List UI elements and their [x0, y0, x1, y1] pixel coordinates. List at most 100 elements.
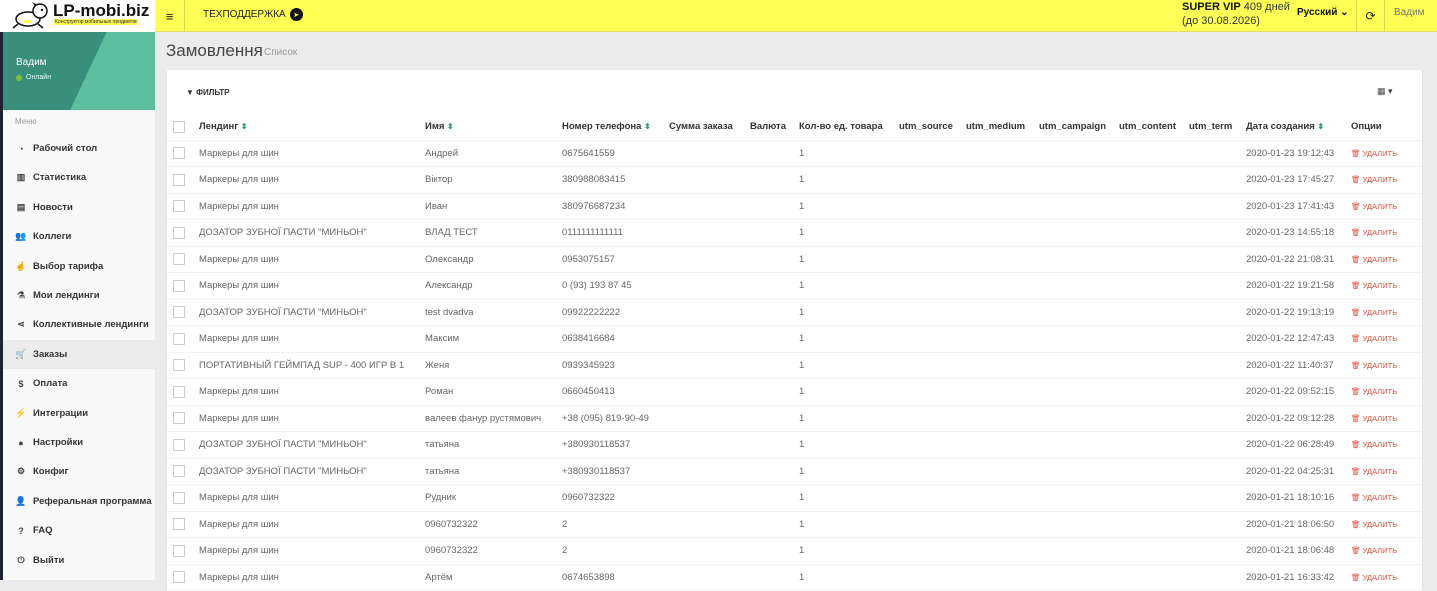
- delete-label: УДАЛИТЬ: [1362, 334, 1398, 344]
- table-cell: [665, 246, 746, 273]
- delete-button[interactable]: 🗑 УДАЛИТЬ: [1351, 281, 1397, 290]
- delete-button[interactable]: 🗑 УДАЛИТЬ: [1351, 440, 1397, 449]
- row-checkbox[interactable]: [173, 226, 185, 239]
- trash-icon: 🗑: [1351, 546, 1361, 556]
- row-checkbox[interactable]: [173, 200, 185, 213]
- sidebar-item[interactable]: ⋖ Коллективные лендинги: [3, 310, 155, 339]
- row-checkbox[interactable]: [173, 359, 185, 372]
- table-cell: [895, 246, 962, 273]
- delete-button[interactable]: 🗑 УДАЛИТЬ: [1351, 255, 1397, 264]
- table-cell: 2020-01-22 19:13:19: [1242, 299, 1347, 326]
- page-title: Замовлення: [166, 41, 263, 60]
- table-cell: [1185, 564, 1242, 591]
- table-cell: 1: [795, 219, 895, 247]
- table-cell: Александр: [421, 272, 558, 300]
- table-cell: [746, 193, 795, 220]
- row-checkbox[interactable]: [173, 385, 185, 398]
- column-header[interactable]: Дата создания ⬍: [1242, 114, 1347, 141]
- row-checkbox[interactable]: [173, 438, 185, 451]
- table-row: ПОРТАТИВНЫЙ ГЕЙМПАД SUP - 400 ИГР В 1 Жен…: [167, 352, 1422, 379]
- options-cell: 🗑 УДАЛИТЬ: [1347, 352, 1422, 379]
- plan-until: (до 30.08.2026): [1182, 15, 1260, 27]
- refresh-icon[interactable]: ⟳: [1356, 0, 1385, 32]
- delete-button[interactable]: 🗑 УДАЛИТЬ: [1351, 414, 1397, 423]
- row-checkbox[interactable]: [173, 518, 185, 531]
- orders-table: Лендинг ⬍ Имя ⬍ Номер телефона ⬍ Сумма зака…: [167, 114, 1422, 591]
- delete-button[interactable]: 🗑 УДАЛИТЬ: [1351, 228, 1397, 237]
- user-menu[interactable]: Вадим: [1394, 7, 1425, 18]
- sidebar-item-label: Мои лендинги: [33, 290, 100, 301]
- row-checkbox[interactable]: [173, 332, 185, 345]
- column-header[interactable]: Лендинг ⬍: [195, 114, 421, 141]
- delete-button[interactable]: 🗑 УДАЛИТЬ: [1351, 573, 1397, 582]
- sidebar-item[interactable]: ? FAQ: [3, 516, 155, 545]
- delete-button[interactable]: 🗑 УДАЛИТЬ: [1351, 361, 1397, 370]
- row-checkbox[interactable]: [173, 544, 185, 557]
- row-checkbox[interactable]: [173, 253, 185, 266]
- plan-info: SUPER VIP 409 дней (до 30.08.2026): [1182, 0, 1290, 28]
- delete-button[interactable]: 🗑 УДАЛИТЬ: [1351, 202, 1397, 211]
- logo[interactable]: LP-mobi.biz Конструктор мобильных лендин…: [0, 0, 155, 32]
- sidebar-item[interactable]: ▥ Статистика: [3, 163, 155, 192]
- row-select-cell: [167, 299, 195, 326]
- support-link[interactable]: ТЕХПОДДЕРЖКА ➤: [203, 8, 303, 21]
- sidebar-item[interactable]: 👤 Реферальная программа: [3, 487, 155, 516]
- sidebar-item[interactable]: ⚙ Конфиг: [3, 457, 155, 486]
- table-cell: 0111111111111: [558, 219, 665, 247]
- sidebar-item[interactable]: 🛒 Заказы: [3, 339, 155, 369]
- row-checkbox[interactable]: [173, 571, 185, 584]
- sidebar-item[interactable]: ⚡ Интеграции: [3, 399, 155, 428]
- trash-icon: 🗑: [1351, 254, 1361, 264]
- delete-button[interactable]: 🗑 УДАЛИТЬ: [1351, 149, 1397, 158]
- table-cell: 380988083415: [558, 166, 665, 194]
- trash-icon: 🗑: [1351, 413, 1361, 423]
- trash-icon: 🗑: [1351, 148, 1361, 158]
- delete-button[interactable]: 🗑 УДАЛИТЬ: [1351, 520, 1397, 529]
- sidebar-item[interactable]: $ Оплата: [3, 369, 155, 398]
- delete-button[interactable]: 🗑 УДАЛИТЬ: [1351, 546, 1397, 555]
- column-selector-button[interactable]: ▦ ▾: [1377, 86, 1393, 97]
- delete-button[interactable]: 🗑 УДАЛИТЬ: [1351, 493, 1397, 502]
- sort-icon[interactable]: ⬍: [1317, 122, 1325, 132]
- table-cell: 1: [795, 484, 895, 512]
- options-cell: 🗑 УДАЛИТЬ: [1347, 564, 1422, 591]
- row-checkbox[interactable]: [173, 465, 185, 478]
- sort-icon[interactable]: ⬍: [447, 122, 454, 132]
- sort-icon[interactable]: ⬍: [644, 122, 651, 132]
- language-dropdown[interactable]: Русский ⌄: [1297, 7, 1349, 18]
- table-cell: [665, 484, 746, 512]
- delete-button[interactable]: 🗑 УДАЛИТЬ: [1351, 387, 1397, 396]
- table-cell: 0939345923: [558, 352, 665, 379]
- delete-button[interactable]: 🗑 УДАЛИТЬ: [1351, 175, 1397, 184]
- filter-button[interactable]: ▼ ФИЛЬТР: [186, 88, 230, 97]
- table-cell: [1035, 272, 1115, 300]
- sidebar-item[interactable]: ◔ Рабочий стол: [3, 134, 155, 163]
- delete-button[interactable]: 🗑 УДАЛИТЬ: [1351, 334, 1397, 343]
- sort-icon[interactable]: ⬍: [240, 122, 248, 132]
- column-header[interactable]: Имя ⬍: [421, 114, 558, 141]
- row-checkbox[interactable]: [173, 306, 185, 319]
- sidebar-item[interactable]: ☝ Выбор тарифа: [3, 252, 155, 281]
- table-cell: 0675641559: [558, 140, 665, 167]
- row-checkbox[interactable]: [173, 279, 185, 292]
- sidebar-item[interactable]: ⚗ Мои лендинги: [3, 281, 155, 310]
- column-header[interactable]: Номер телефона ⬍: [558, 114, 665, 141]
- sidebar-item[interactable]: ● Настройки: [3, 428, 155, 457]
- sidebar-item[interactable]: ▤ Новости: [3, 193, 155, 222]
- table-cell: [895, 431, 962, 459]
- row-checkbox[interactable]: [173, 491, 185, 504]
- menu-toggle-icon[interactable]: ≡: [155, 0, 185, 32]
- table-cell: [665, 564, 746, 591]
- delete-button[interactable]: 🗑 УДАЛИТЬ: [1351, 467, 1397, 476]
- sidebar-item[interactable]: 👥 Коллеги: [3, 222, 155, 251]
- row-checkbox[interactable]: [173, 412, 185, 425]
- power-icon: ⏻: [17, 554, 25, 565]
- table-cell: [1185, 352, 1242, 379]
- row-checkbox[interactable]: [173, 147, 185, 160]
- table-cell: [1185, 458, 1242, 485]
- delete-button[interactable]: 🗑 УДАЛИТЬ: [1351, 308, 1397, 317]
- row-checkbox[interactable]: [173, 173, 185, 186]
- column-header-label: Опции: [1351, 121, 1382, 133]
- select-all-checkbox[interactable]: [173, 120, 185, 133]
- sidebar-item[interactable]: ⏻ Выйти: [3, 546, 155, 575]
